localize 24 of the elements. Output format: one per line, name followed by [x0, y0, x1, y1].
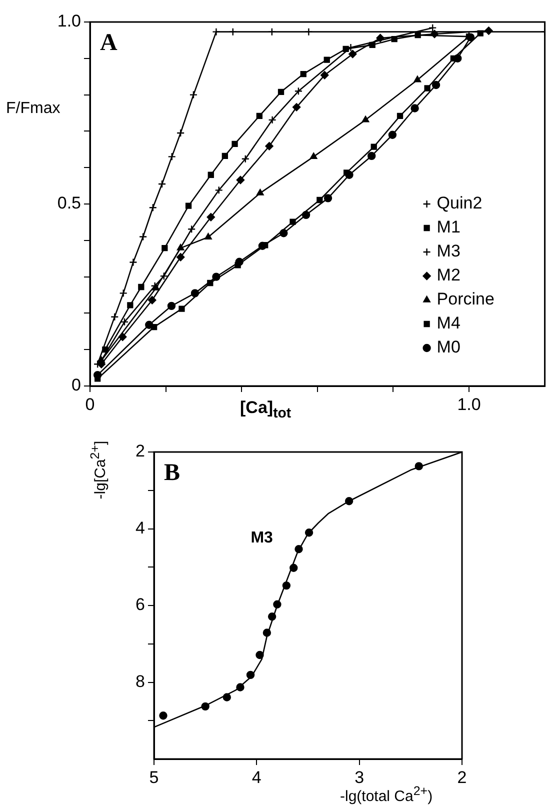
legend-label: M2	[436, 266, 460, 285]
y-tick-label: 1.0	[57, 12, 81, 31]
x-tick-label: 5	[149, 768, 159, 787]
y-tick-label: 2	[136, 442, 145, 461]
y-tick-label: 4	[136, 518, 145, 538]
y-tick-label: 6	[136, 595, 145, 614]
legend-label: M3	[436, 242, 460, 261]
x-axis-title: -lg(total Ca$^{2+}$)	[340, 784, 433, 805]
legend-label: M4	[436, 314, 460, 333]
y-axis-title: F/Fmax	[6, 100, 60, 118]
legend-label: M0	[436, 338, 460, 357]
x-tick-label: 2	[457, 768, 467, 787]
x-axis-title: [Ca]$_{tot}$	[240, 398, 292, 422]
annotation: M3	[250, 529, 274, 546]
chart-title: A	[100, 30, 118, 56]
y-tick-label: 0.5	[57, 194, 81, 213]
x-tick-label: 4	[252, 768, 262, 787]
x-tick-label: 3	[354, 768, 364, 787]
legend-label: Quin2	[436, 194, 482, 213]
chart-title: B	[164, 460, 180, 486]
y-tick-label: 8	[136, 672, 145, 691]
y-tick-label: 0	[72, 376, 81, 395]
legend-label: Porcine	[436, 290, 494, 309]
legend-label: M1	[436, 218, 460, 237]
